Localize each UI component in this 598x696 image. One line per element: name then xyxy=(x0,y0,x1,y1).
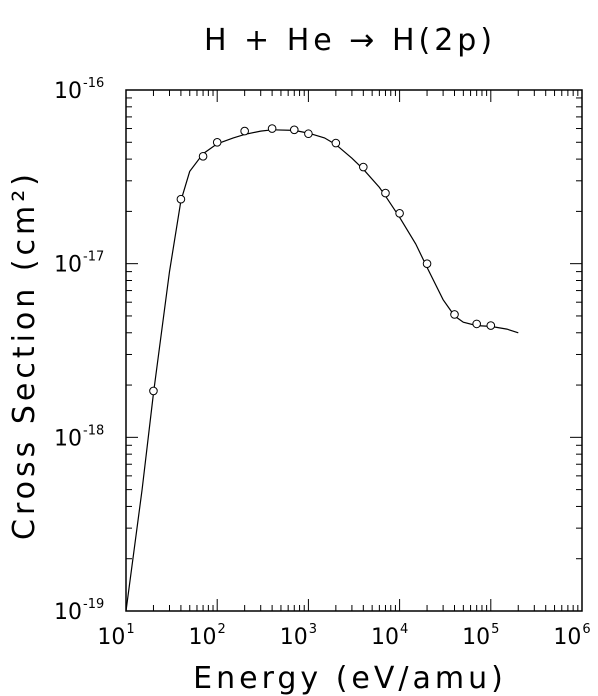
x-tick-label: 105 xyxy=(462,622,499,650)
x-tick-label: 104 xyxy=(371,622,408,650)
y-tick-label: 10-17 xyxy=(54,250,104,278)
data-point xyxy=(176,194,186,204)
y-tick-label: 10-16 xyxy=(54,76,104,104)
x-tick-label: 106 xyxy=(553,622,590,650)
x-tick-label: 101 xyxy=(97,622,134,650)
data-point xyxy=(267,124,277,133)
data-point xyxy=(395,208,404,218)
chart-title: H + He → H(2p) xyxy=(204,23,496,58)
data-point xyxy=(450,310,459,319)
series-layer xyxy=(125,124,519,612)
data-point xyxy=(331,138,341,148)
data-point xyxy=(304,129,313,139)
data-point xyxy=(422,259,432,268)
x-tick-label: 103 xyxy=(280,622,317,650)
data-point xyxy=(486,321,496,330)
data-point xyxy=(289,125,299,135)
y-tick-label: 10-19 xyxy=(54,597,104,625)
data-point xyxy=(149,386,158,396)
data-point xyxy=(240,126,249,136)
axis-ticks xyxy=(125,90,582,612)
data-point xyxy=(472,319,481,329)
x-axis-label: Energy (eV/amu) xyxy=(193,661,507,696)
y-axis-label: Cross Section (cm²) xyxy=(7,170,42,540)
x-tick-label: 102 xyxy=(189,622,226,650)
data-point xyxy=(212,137,222,147)
data-point xyxy=(381,188,390,198)
plot-frame xyxy=(125,89,583,612)
series-line xyxy=(125,129,519,612)
data-point xyxy=(359,162,368,172)
y-tick-label: 10-18 xyxy=(54,423,104,451)
data-point xyxy=(198,152,208,161)
tick-labels: 101 102 103 104 105 106 10-19 10-18 10-17 10-16 xyxy=(54,76,591,650)
